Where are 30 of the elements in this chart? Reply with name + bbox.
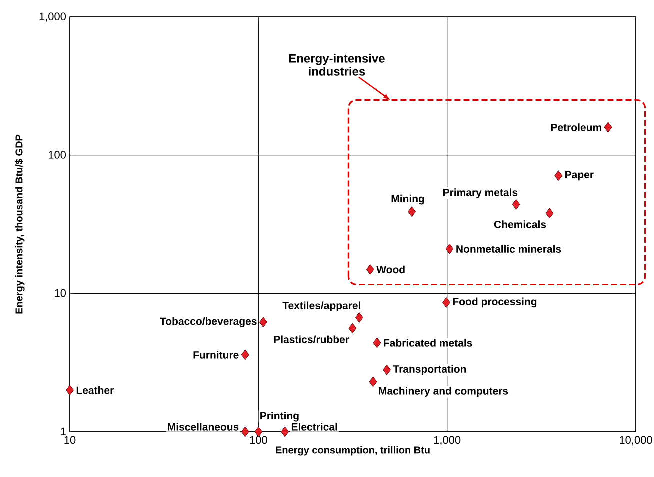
y-tick-label: 10 [55,289,66,298]
series-label: Machinery and computers [379,387,508,397]
series-label: Nonmetallic minerals [456,245,562,253]
series-label: Textiles/apparel [282,302,360,312]
series-label: Food processing [453,298,537,308]
series-label: Chemicals [494,220,546,228]
series-label: Leather [76,386,114,394]
series-label: Printing [260,412,299,422]
x-tick-label: 100 [250,436,268,444]
series-label: Wood [376,266,405,274]
x-tick-label: 1,000 [434,436,461,446]
series-label: Miscellaneous [168,423,239,431]
series-label: Fabricated metals [384,339,472,347]
series-label: Plastics/rubber [274,336,350,344]
series-label: Primary metals [444,188,518,198]
series-label: Paper [566,171,594,181]
y-tick-label: 100 [48,151,66,159]
series-label: Mining [392,194,424,205]
x-tick-label: 10 [64,436,76,444]
y-tick-label: 1 [61,428,66,436]
series-label: Transportation [393,365,466,376]
series-label: Furniture [194,351,239,359]
y-tick-label: 1,000 [40,12,66,22]
annotation: Energy-intensive industries [289,54,385,76]
x-axis-title: Energy consumption, trillion Btu [276,446,430,456]
series-label: Electrical [292,423,338,431]
x-tick-label: 10,000 [620,436,652,446]
y-axis-title: Energy intensity, thousand Btu/$ GDP [15,134,25,314]
series-label: Petroleum [551,124,602,132]
series-label: Tobacco/beverages [160,317,257,328]
